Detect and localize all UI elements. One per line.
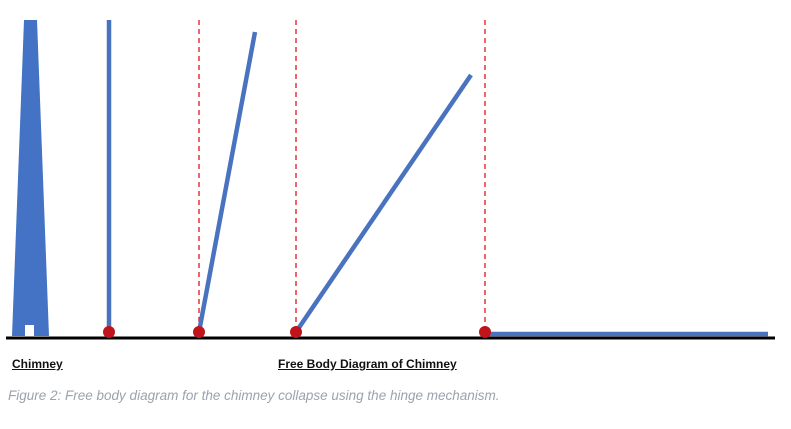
rod-tilt-medium xyxy=(294,73,473,334)
chimney-label: Chimney xyxy=(12,357,63,371)
chimney-shape xyxy=(12,20,49,336)
figure-caption: Figure 2: Free body diagram for the chim… xyxy=(8,388,500,403)
free-body-diagram xyxy=(6,20,775,340)
hinge-point-2 xyxy=(193,326,205,338)
free-body-diagram-label: Free Body Diagram of Chimney xyxy=(278,357,457,371)
hinge-point-4 xyxy=(479,326,491,338)
chimney-opening xyxy=(25,325,34,336)
hinge-point-1 xyxy=(103,326,115,338)
hinge-point-3 xyxy=(290,326,302,338)
rod-tilt-small xyxy=(196,31,258,333)
